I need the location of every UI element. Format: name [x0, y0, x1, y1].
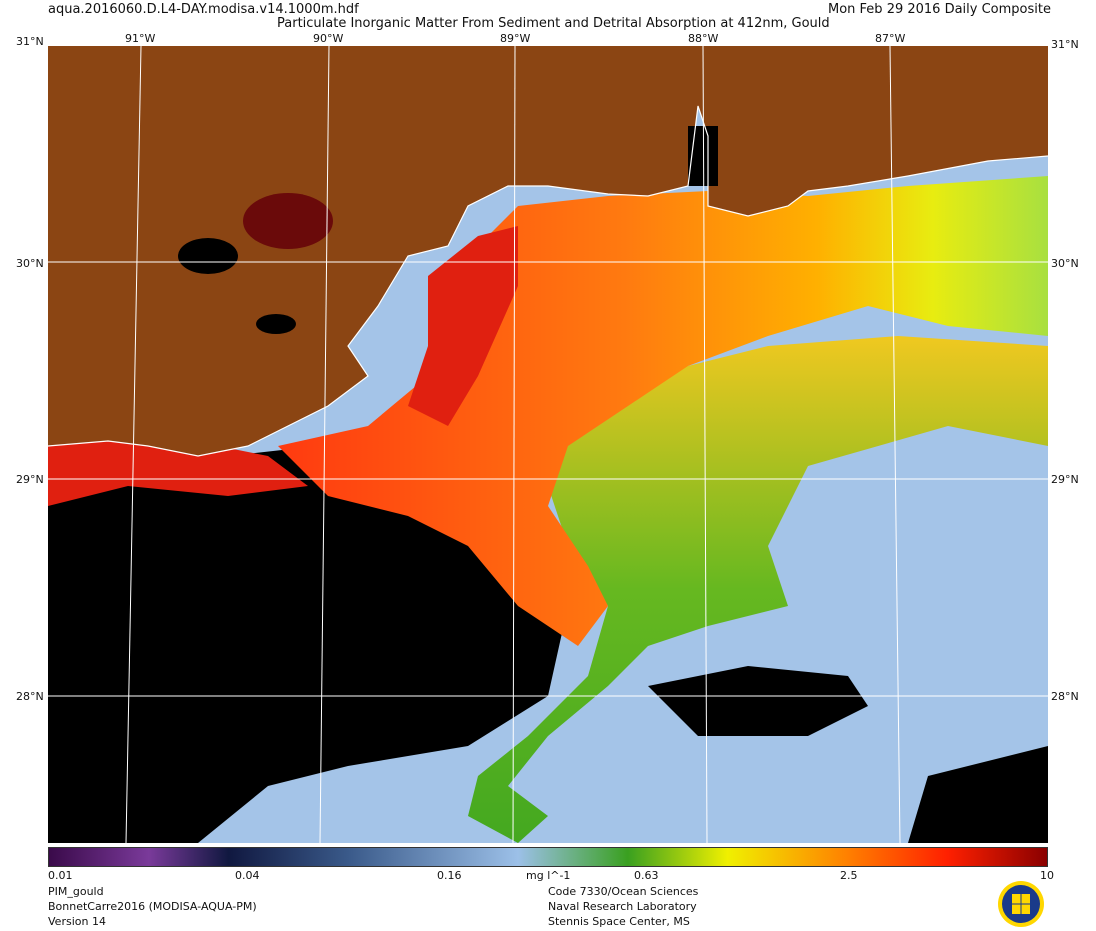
colorbar-units: mg l^-1	[526, 869, 571, 882]
colorbar-tick: 0.01	[48, 869, 73, 882]
lat-label-left: 28°N	[16, 690, 44, 703]
lon-label-top: 88°W	[688, 32, 719, 45]
ocean-color-map	[48, 46, 1048, 843]
lat-label-left: 30°N	[16, 257, 44, 270]
colorbar-gradient	[49, 848, 1047, 866]
footer-version: Version 14	[48, 915, 106, 928]
lat-label-left: 29°N	[16, 473, 44, 486]
lon-label-top: 91°W	[125, 32, 156, 45]
graticule	[48, 46, 1048, 843]
lake-maurepas	[178, 238, 238, 274]
nodata-area-southeast	[908, 746, 1048, 843]
lat-label-right: 31°N	[1051, 38, 1079, 51]
footer-product: PIM_gould	[48, 885, 104, 898]
nearshore-red-area	[408, 226, 518, 426]
meridian-88w	[702, 46, 708, 843]
lon-label-top: 89°W	[500, 32, 531, 45]
lon-label-top: 90°W	[313, 32, 344, 45]
lat-label-right: 29°N	[1051, 473, 1079, 486]
inland-lake	[256, 314, 296, 334]
coastal-red-area-west	[48, 436, 308, 506]
meridian-91w	[125, 46, 142, 843]
colorbar-tick: 0.04	[235, 869, 260, 882]
composite-date: Mon Feb 29 2016 Daily Composite	[828, 2, 1051, 17]
footer-code: Code 7330/Ocean Sciences	[548, 885, 699, 898]
nodata-area-east	[648, 666, 868, 736]
land-area	[48, 46, 1048, 456]
footer-location: Stennis Space Center, MS	[548, 915, 690, 928]
colorbar-tick: 2.5	[840, 869, 858, 882]
lat-label-right: 28°N	[1051, 690, 1079, 703]
map-title: Particulate Inorganic Matter From Sedime…	[277, 16, 830, 31]
coastline	[48, 105, 1048, 457]
lat-label-right: 30°N	[1051, 257, 1079, 270]
file-name: aqua.2016060.D.L4-DAY.modisa.v14.1000m.h…	[48, 2, 359, 17]
lake-pontchartrain	[243, 193, 333, 249]
colorbar-tick: 10	[1040, 869, 1054, 882]
footer-lab: Naval Research Laboratory	[548, 900, 697, 913]
meridian-87w	[889, 46, 901, 843]
green-plume	[468, 336, 1048, 843]
meridian-90w	[319, 46, 330, 843]
footer-source: BonnetCarre2016 (MODISA-AQUA-PM)	[48, 900, 257, 913]
nrl-logo	[998, 881, 1044, 927]
colorbar	[48, 847, 1048, 867]
nodata-area-west	[48, 446, 568, 843]
meridian-89w	[512, 46, 516, 843]
lat-label-left: 31°N	[16, 35, 44, 48]
colorbar-tick: 0.63	[634, 869, 659, 882]
lon-label-top: 87°W	[875, 32, 906, 45]
colorbar-tick: 0.16	[437, 869, 462, 882]
